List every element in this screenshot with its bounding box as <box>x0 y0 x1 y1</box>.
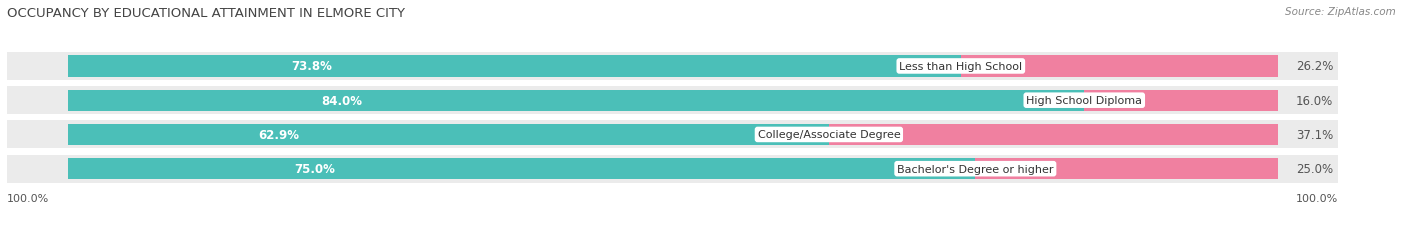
Text: 62.9%: 62.9% <box>257 128 299 141</box>
Bar <box>67 56 960 77</box>
Bar <box>67 124 830 146</box>
Text: 25.0%: 25.0% <box>1296 162 1333 175</box>
Text: 100.0%: 100.0% <box>7 194 49 204</box>
Text: High School Diploma: High School Diploma <box>1026 96 1142 106</box>
Text: 100.0%: 100.0% <box>1296 194 1339 204</box>
Text: 75.0%: 75.0% <box>294 162 336 175</box>
Bar <box>830 124 1278 146</box>
Bar <box>67 158 976 179</box>
Bar <box>7 155 1339 183</box>
Bar <box>7 87 1339 115</box>
Text: 73.8%: 73.8% <box>291 60 332 73</box>
Text: Bachelor's Degree or higher: Bachelor's Degree or higher <box>897 164 1053 174</box>
Text: 37.1%: 37.1% <box>1296 128 1333 141</box>
Text: Source: ZipAtlas.com: Source: ZipAtlas.com <box>1285 7 1396 17</box>
Text: Less than High School: Less than High School <box>900 62 1022 72</box>
Text: OCCUPANCY BY EDUCATIONAL ATTAINMENT IN ELMORE CITY: OCCUPANCY BY EDUCATIONAL ATTAINMENT IN E… <box>7 7 405 20</box>
Bar <box>960 56 1278 77</box>
Text: 84.0%: 84.0% <box>322 94 363 107</box>
Bar <box>976 158 1278 179</box>
Text: 16.0%: 16.0% <box>1296 94 1333 107</box>
Text: College/Associate Degree: College/Associate Degree <box>758 130 900 140</box>
Text: 26.2%: 26.2% <box>1296 60 1333 73</box>
Bar <box>67 90 1084 111</box>
Bar <box>7 53 1339 81</box>
Bar <box>1084 90 1278 111</box>
Bar <box>7 121 1339 149</box>
